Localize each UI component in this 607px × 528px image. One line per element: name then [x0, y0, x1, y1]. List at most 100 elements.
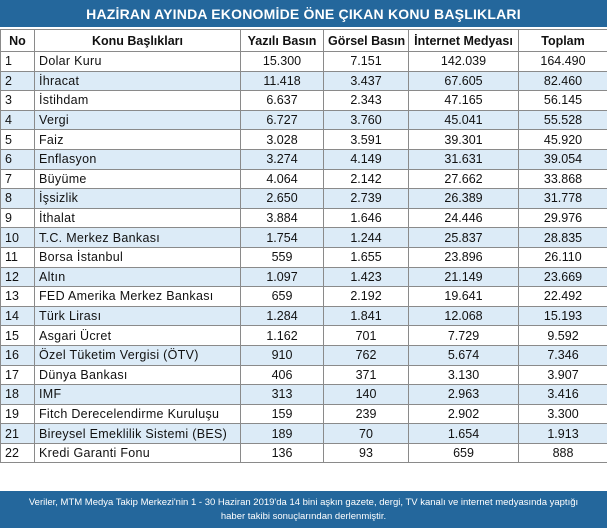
table-row: 10 T.C. Merkez Bankası 1.754 1.244 25.837 28.… — [0, 227, 607, 248]
internet-media-cell: 21.149 — [408, 266, 519, 288]
header-total: Toplam — [518, 29, 607, 52]
total-cell: 7.346 — [518, 344, 607, 366]
topic-cell: Asgari Ücret — [34, 325, 241, 346]
internet-media-cell: 25.837 — [408, 227, 519, 248]
row-number: 10 — [0, 227, 35, 248]
print-press-cell: 6.727 — [240, 109, 324, 131]
visual-press-cell: 1.423 — [323, 266, 409, 288]
total-cell: 164.490 — [518, 51, 607, 72]
row-number: 2 — [0, 70, 35, 92]
visual-press-cell: 1.655 — [323, 246, 409, 268]
topic-cell: İstihdam — [34, 90, 241, 111]
print-press-cell: 136 — [240, 442, 324, 464]
page-title: HAZİRAN AYINDA EKONOMİDE ÖNE ÇIKAN KONU … — [0, 0, 607, 27]
topic-cell: Altın — [34, 266, 241, 288]
internet-media-cell: 39.301 — [408, 129, 519, 150]
total-cell: 23.669 — [518, 266, 607, 288]
internet-media-cell: 659 — [408, 442, 519, 464]
row-number: 3 — [0, 90, 35, 111]
table-row: 15 Asgari Ücret 1.162 701 7.729 9.592 — [0, 325, 607, 346]
topic-cell: Büyüme — [34, 168, 241, 190]
row-number: 5 — [0, 129, 35, 150]
print-press-cell: 559 — [240, 246, 324, 268]
print-press-cell: 3.028 — [240, 129, 324, 150]
source-note-line-2: haber takibi sonuçlarından derlenmiştir. — [220, 510, 387, 522]
row-number: 17 — [0, 364, 35, 386]
internet-media-cell: 45.041 — [408, 109, 519, 131]
table-row: 1 Dolar Kuru 15.300 7.151 142.039 164.490 — [0, 51, 607, 72]
print-press-cell: 313 — [240, 384, 324, 405]
header-visual-press: Görsel Basın — [323, 29, 409, 52]
row-number: 9 — [0, 207, 35, 229]
total-cell: 9.592 — [518, 325, 607, 346]
total-cell: 3.907 — [518, 364, 607, 386]
internet-media-cell: 3.130 — [408, 364, 519, 386]
row-number: 15 — [0, 325, 35, 346]
row-number: 1 — [0, 51, 35, 72]
table-header-row: No Konu Başlıkları Yazılı Basın Görsel B… — [0, 29, 607, 52]
internet-media-cell: 27.662 — [408, 168, 519, 190]
print-press-cell: 1.284 — [240, 305, 324, 327]
topic-cell: T.C. Merkez Bankası — [34, 227, 241, 248]
internet-media-cell: 2.902 — [408, 403, 519, 425]
print-press-cell: 15.300 — [240, 51, 324, 72]
total-cell: 82.460 — [518, 70, 607, 92]
total-cell: 29.976 — [518, 207, 607, 229]
header-topic: Konu Başlıkları — [34, 29, 241, 52]
visual-press-cell: 1.841 — [323, 305, 409, 327]
total-cell: 28.835 — [518, 227, 607, 248]
print-press-cell: 910 — [240, 344, 324, 366]
topic-cell: Enflasyon — [34, 148, 241, 170]
visual-press-cell: 701 — [323, 325, 409, 346]
print-press-cell: 189 — [240, 423, 324, 444]
total-cell: 55.528 — [518, 109, 607, 131]
total-cell: 888 — [518, 442, 607, 464]
internet-media-cell: 67.605 — [408, 70, 519, 92]
row-number: 7 — [0, 168, 35, 190]
visual-press-cell: 3.760 — [323, 109, 409, 131]
topic-cell: Borsa İstanbul — [34, 246, 241, 268]
table-row: 9 İthalat 3.884 1.646 24.446 29.976 — [0, 207, 607, 229]
internet-media-cell: 5.674 — [408, 344, 519, 366]
row-number: 6 — [0, 148, 35, 170]
print-press-cell: 2.650 — [240, 188, 324, 209]
visual-press-cell: 4.149 — [323, 148, 409, 170]
print-press-cell: 1.754 — [240, 227, 324, 248]
topic-cell: IMF — [34, 384, 241, 405]
row-number: 12 — [0, 266, 35, 288]
visual-press-cell: 3.437 — [323, 70, 409, 92]
topic-cell: Dünya Bankası — [34, 364, 241, 386]
row-number: 4 — [0, 109, 35, 131]
visual-press-cell: 93 — [323, 442, 409, 464]
visual-press-cell: 1.646 — [323, 207, 409, 229]
internet-media-cell: 31.631 — [408, 148, 519, 170]
topic-cell: İthalat — [34, 207, 241, 229]
visual-press-cell: 239 — [323, 403, 409, 425]
source-note-line-1: Veriler, MTM Medya Takip Merkezi'nin 1 -… — [28, 496, 579, 508]
internet-media-cell: 142.039 — [408, 51, 519, 72]
topic-cell: Faiz — [34, 129, 241, 150]
visual-press-cell: 2.192 — [323, 286, 409, 307]
topic-cell: Kredi Garanti Fonu — [34, 442, 241, 464]
print-press-cell: 1.162 — [240, 325, 324, 346]
table-row: 11 Borsa İstanbul 559 1.655 23.896 26.110 — [0, 246, 607, 268]
print-press-cell: 1.097 — [240, 266, 324, 288]
source-note: Veriler, MTM Medya Takip Merkezi'nin 1 -… — [0, 491, 607, 528]
total-cell: 39.054 — [518, 148, 607, 170]
table-row: 4 Vergi 6.727 3.760 45.041 55.528 — [0, 109, 607, 131]
table-row: 22 Kredi Garanti Fonu 136 93 659 888 — [0, 442, 607, 464]
table-row: 6 Enflasyon 3.274 4.149 31.631 39.054 — [0, 148, 607, 170]
topic-cell: Özel Tüketim Vergisi (ÖTV) — [34, 344, 241, 366]
internet-media-cell: 7.729 — [408, 325, 519, 346]
visual-press-cell: 3.591 — [323, 129, 409, 150]
header-no: No — [0, 29, 35, 52]
internet-media-cell: 26.389 — [408, 188, 519, 209]
visual-press-cell: 762 — [323, 344, 409, 366]
row-number: 22 — [0, 442, 35, 464]
topic-cell: Türk Lirası — [34, 305, 241, 327]
internet-media-cell: 47.165 — [408, 90, 519, 111]
table-row: 14 Türk Lirası 1.284 1.841 12.068 15.193 — [0, 305, 607, 327]
table-row: 21 Bireysel Emeklilik Sistemi (BES) 189 70 1… — [0, 423, 607, 444]
row-number: 21 — [0, 423, 35, 444]
topic-cell: FED Amerika Merkez Bankası — [34, 286, 241, 307]
